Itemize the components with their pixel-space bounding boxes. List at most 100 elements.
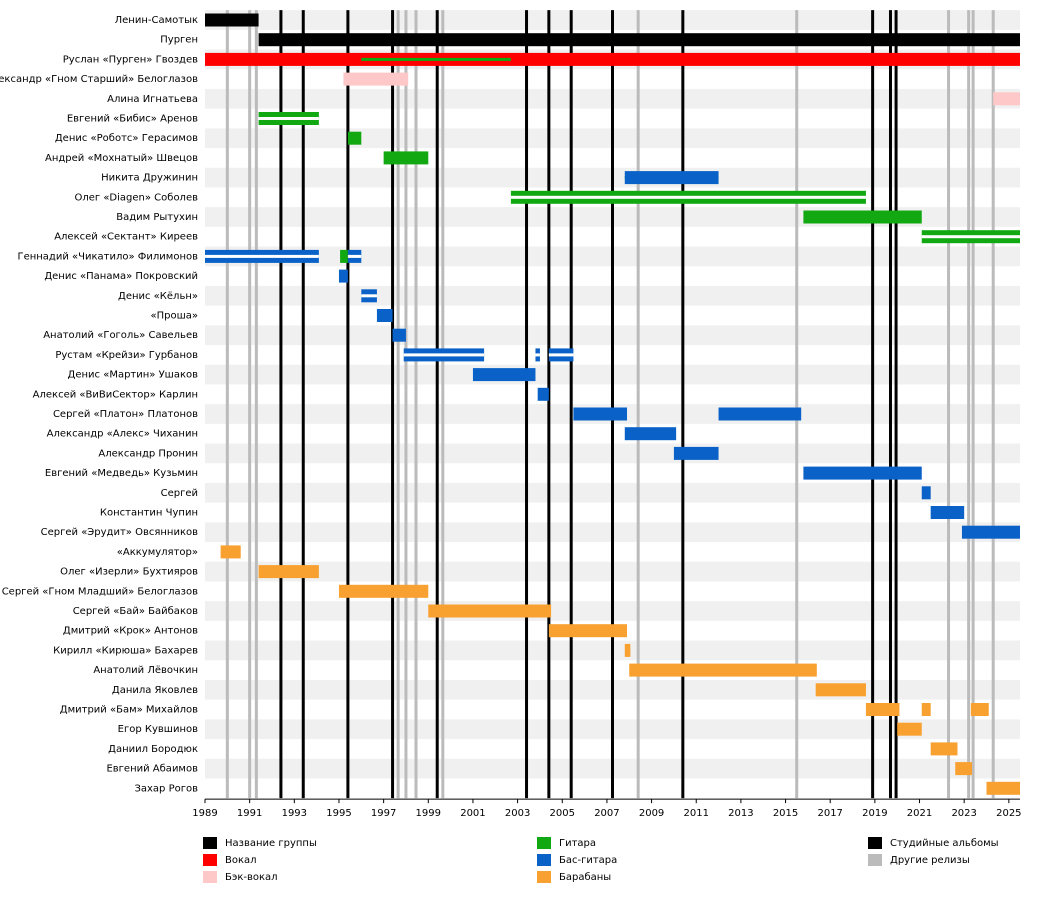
row-label: Пурген	[160, 35, 198, 46]
legend-swatch	[868, 854, 882, 866]
row-label: Денис «Кёльн»	[118, 291, 198, 302]
row-label: Александр «Алекс» Чиханин	[47, 429, 198, 440]
row-label: Алексей «ВиВиСектор» Карлин	[33, 389, 198, 400]
x-tick-label: 1993	[282, 808, 307, 819]
bar	[472, 368, 536, 382]
x-tick-label: 2021	[907, 808, 932, 819]
bar	[258, 565, 319, 579]
x-tick-label: 2023	[951, 808, 976, 819]
legend-label: Бас-гитара	[559, 855, 617, 866]
x-tick-label: 1997	[371, 808, 396, 819]
row-label: Евгений «Бибис» Аренов	[67, 114, 198, 125]
legend-swatch	[537, 854, 551, 866]
row-label: Олег «Diagen» Соболев	[74, 192, 198, 203]
bar-stripe	[258, 117, 319, 120]
legend-swatch	[203, 871, 217, 883]
bar-stripe	[403, 353, 485, 357]
bar	[548, 624, 628, 638]
bar	[865, 703, 900, 716]
bar	[897, 722, 922, 736]
row-label: Геннадий «Чикатило» Филимонов	[17, 251, 198, 262]
bar	[993, 92, 1020, 106]
bar	[930, 506, 965, 519]
row-label: Никита Дружинин	[101, 173, 198, 184]
legend-swatch	[537, 871, 551, 883]
row-label: Захар Рогов	[134, 783, 198, 794]
bar-stripe	[361, 294, 377, 298]
bar	[921, 703, 931, 716]
row-label: Данила Яковлев	[112, 685, 198, 696]
bar-stripe	[548, 353, 574, 357]
row-label: Денис «Роботс» Герасимов	[55, 133, 198, 144]
x-tick-label: 2011	[684, 808, 709, 819]
bar	[624, 427, 677, 441]
row-label: Алексей «Сектант» Киреев	[54, 232, 198, 243]
bar	[970, 703, 989, 716]
row-label: Вадим Рытухин	[116, 212, 198, 223]
x-tick-label: 2025	[996, 808, 1021, 819]
legend-swatch	[868, 837, 882, 849]
bar	[205, 52, 1020, 66]
x-tick-label: 2005	[550, 808, 575, 819]
bar	[673, 446, 719, 460]
bar	[376, 309, 393, 322]
bar	[930, 742, 958, 756]
bar	[338, 584, 429, 598]
row-label: Олег «Изерли» Бухтияров	[60, 567, 198, 578]
row-label: Анатолий «Гоголь» Савельев	[43, 330, 198, 341]
bar	[258, 33, 1020, 47]
legend-swatch	[203, 837, 217, 849]
x-tick-label: 2009	[639, 808, 664, 819]
row-label: Даниил Бородюк	[108, 744, 198, 755]
row-label: Ленин-Самотык	[115, 15, 198, 26]
bar	[428, 604, 552, 618]
row-label: Евгений «Медведь» Кузьмин	[45, 468, 198, 479]
row-label: Сергей	[161, 488, 198, 499]
legend-swatch	[537, 837, 551, 849]
bar	[573, 407, 628, 421]
x-tick-label: 1999	[416, 808, 441, 819]
bar	[392, 328, 406, 342]
row-label: Дмитрий «Крок» Антонов	[63, 626, 198, 637]
row-label: Александр «Гном Старший» Белоглазов	[0, 74, 198, 85]
row-label: Егор Кувшинов	[118, 724, 198, 735]
bar	[624, 171, 719, 185]
row-label: Константин Чупин	[100, 508, 198, 519]
bar	[340, 249, 348, 263]
bar-stripe	[205, 254, 319, 258]
bar-stripe	[921, 235, 1020, 239]
row-label: Евгений Абаимов	[106, 764, 198, 775]
x-tick-label: 2015	[773, 808, 798, 819]
legend-label: Другие релизы	[890, 855, 970, 866]
row-label: Руслан «Пурген» Гвоздев	[63, 54, 198, 65]
row-label: Александр Пронин	[98, 448, 198, 459]
legend-label: Название группы	[225, 838, 317, 849]
legend-label: Гитара	[559, 838, 596, 849]
bar	[361, 57, 511, 61]
bar	[629, 663, 817, 677]
bar	[537, 387, 549, 401]
row-label: Алина Игнатьева	[107, 94, 198, 105]
row-label: Сергей «Платон» Платонов	[53, 409, 198, 420]
bar	[624, 643, 631, 657]
legend-label: Студийные альбомы	[890, 838, 999, 849]
x-tick-label: 2013	[728, 808, 753, 819]
bar	[205, 13, 259, 27]
bar	[986, 781, 1020, 795]
bar	[803, 210, 922, 224]
bar	[815, 683, 866, 697]
row-label: Денис «Панама» Покровский	[44, 271, 198, 282]
legend-label: Вокал	[225, 855, 257, 866]
row-label: Андрей «Мохнатый» Швецов	[45, 153, 198, 164]
row-label: Денис «Мартин» Ушаков	[68, 370, 199, 381]
bar	[343, 72, 409, 86]
bar	[718, 407, 802, 421]
legend-swatch	[203, 854, 217, 866]
bar	[803, 466, 922, 480]
legend-label: Бэк-вокал	[225, 872, 278, 883]
row-label: Анатолий Лёвочкин	[93, 665, 198, 676]
bar	[220, 545, 241, 559]
x-tick-label: 2003	[505, 808, 530, 819]
row-label: Сергей «Бай» Байбаков	[73, 606, 198, 617]
bar	[955, 762, 972, 776]
